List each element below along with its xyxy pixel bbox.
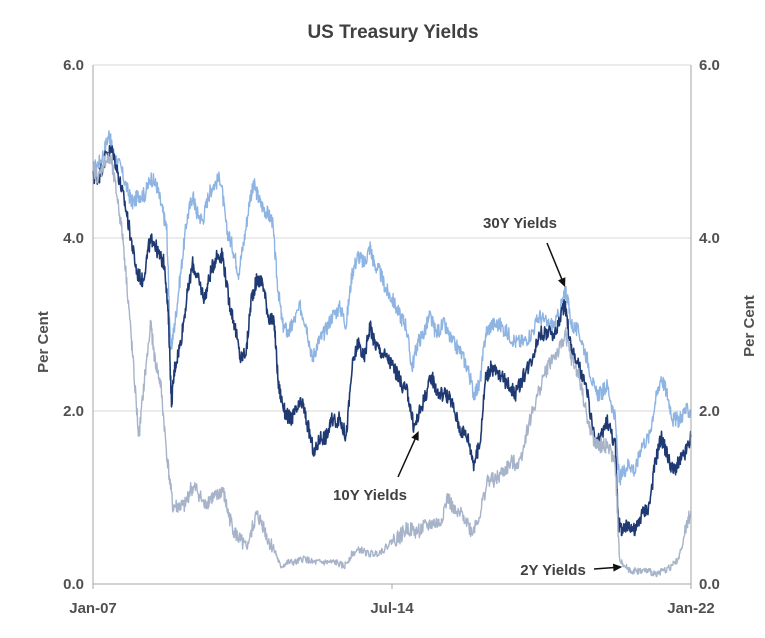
annotation-label: 10Y Yields — [333, 487, 407, 504]
y-tick-label-right: 0.0 — [699, 576, 720, 593]
gridlines — [93, 64, 691, 412]
annotation-arrow — [593, 566, 617, 570]
annotations: 30Y Yields 10Y Yields 2Y Yields — [333, 215, 623, 579]
annotation-arrowhead — [411, 431, 419, 441]
axes — [92, 65, 692, 589]
series-line-30y-yields — [92, 130, 692, 486]
y-tick-label-left: 6.0 — [63, 57, 84, 74]
annotation-label: 30Y Yields — [483, 215, 557, 232]
annotation-arrow — [397, 436, 417, 478]
y-axis-label-left: Per Cent — [35, 311, 52, 373]
y-axis-label-right: Per Cent — [741, 295, 758, 357]
y-tick-label-left: 2.0 — [63, 403, 84, 420]
series-line-10y-yields — [92, 144, 692, 537]
tick-labels: 0.0 0.0 2.0 2.0 4.0 4.0 6.0 6.0 Jan-07 Jul-14 Jan-… — [63, 57, 720, 617]
annotation-arrow — [546, 242, 564, 282]
y-tick-label-right: 2.0 — [699, 403, 720, 420]
annotation-label: 2Y Yields — [520, 562, 586, 579]
chart-title: US Treasury Yields — [307, 22, 478, 43]
x-tick-label: Jul-14 — [370, 600, 414, 617]
y-tick-label-right: 6.0 — [699, 57, 720, 74]
series-line-2y-yields — [92, 152, 692, 578]
annotation-arrowhead — [612, 563, 623, 572]
y-tick-label-right: 4.0 — [699, 230, 720, 247]
series-lines — [92, 130, 692, 578]
x-tick-label: Jan-07 — [69, 600, 117, 617]
annotation-arrowhead — [557, 277, 566, 288]
y-tick-label-left: 0.0 — [63, 576, 84, 593]
x-tick-label: Jan-22 — [667, 600, 715, 617]
y-tick-label-left: 4.0 — [63, 230, 84, 247]
